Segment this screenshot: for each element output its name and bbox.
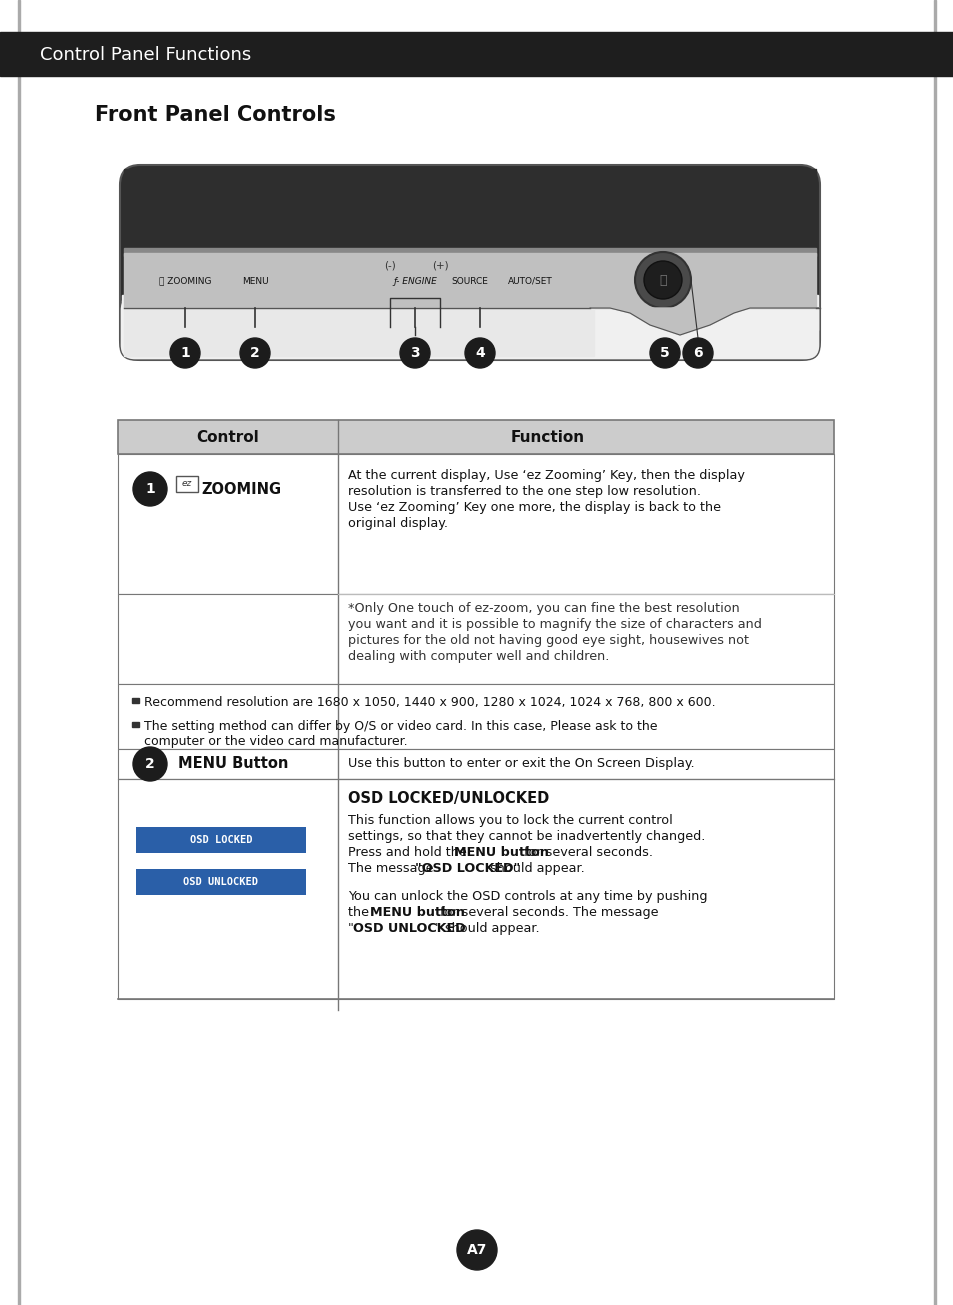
- Bar: [118, 594, 833, 684]
- Text: for several seconds. The message: for several seconds. The message: [436, 906, 658, 919]
- Circle shape: [132, 472, 167, 506]
- Circle shape: [132, 746, 167, 780]
- Bar: [136, 827, 306, 853]
- Bar: [0, 33, 953, 76]
- Text: ⓩ ZOOMING: ⓩ ZOOMING: [158, 277, 211, 286]
- Text: 2: 2: [250, 346, 259, 360]
- Circle shape: [649, 338, 679, 368]
- Text: should appear.: should appear.: [485, 863, 584, 874]
- Bar: [136, 869, 306, 895]
- Bar: [124, 248, 815, 256]
- Text: This function allows you to lock the current control: This function allows you to lock the cur…: [348, 814, 672, 827]
- Text: Control: Control: [196, 429, 259, 445]
- Bar: [118, 779, 833, 1000]
- Text: dealing with computer well and children.: dealing with computer well and children.: [348, 650, 609, 663]
- Text: MENU: MENU: [241, 277, 268, 286]
- Text: OSD UNLOCKED: OSD UNLOCKED: [183, 877, 258, 887]
- Text: At the current display, Use ‘ez Zooming’ Key, then the display: At the current display, Use ‘ez Zooming’…: [348, 468, 744, 482]
- Text: Control Panel Functions: Control Panel Functions: [40, 46, 251, 64]
- Text: MENU Button: MENU Button: [178, 757, 288, 771]
- Text: 1: 1: [180, 346, 190, 360]
- Bar: [124, 253, 815, 308]
- Bar: [18, 0, 20, 1305]
- Text: resolution is transferred to the one step low resolution.: resolution is transferred to the one ste…: [348, 485, 700, 499]
- Text: (-): (-): [384, 260, 395, 270]
- Text: Front Panel Controls: Front Panel Controls: [95, 104, 335, 125]
- Circle shape: [456, 1231, 497, 1270]
- Bar: [132, 698, 139, 703]
- Circle shape: [399, 338, 430, 368]
- Text: 6: 6: [693, 346, 702, 360]
- Bar: [118, 684, 833, 749]
- FancyBboxPatch shape: [120, 295, 820, 360]
- Text: The message: The message: [348, 863, 437, 874]
- Bar: [132, 722, 139, 727]
- Text: The setting method can differ by O/S or video card. In this case, Please ask to : The setting method can differ by O/S or …: [144, 720, 657, 733]
- Text: *Only One touch of ez-zoom, you can fine the best resolution: *Only One touch of ez-zoom, you can fine…: [348, 602, 739, 615]
- Text: Press and hold the: Press and hold the: [348, 846, 470, 859]
- Text: Recommend resolution are 1680 x 1050, 1440 x 900, 1280 x 1024, 1024 x 768, 800 x: Recommend resolution are 1680 x 1050, 14…: [144, 696, 715, 709]
- Text: ": ": [348, 923, 354, 934]
- Text: 2: 2: [145, 757, 154, 771]
- Text: settings, so that they cannot be inadvertently changed.: settings, so that they cannot be inadver…: [348, 830, 704, 843]
- Text: A7: A7: [466, 1242, 487, 1257]
- Text: ⏻: ⏻: [659, 274, 666, 287]
- Text: ƒ- ENGINE: ƒ- ENGINE: [393, 277, 436, 286]
- Text: Use this button to enter or exit the On Screen Display.: Use this button to enter or exit the On …: [348, 757, 694, 770]
- Text: (+): (+): [432, 260, 448, 270]
- Circle shape: [170, 338, 200, 368]
- Bar: [124, 170, 815, 249]
- Text: 5: 5: [659, 346, 669, 360]
- Text: you want and it is possible to magnify the size of characters and: you want and it is possible to magnify t…: [348, 619, 761, 632]
- Text: computer or the video card manufacturer.: computer or the video card manufacturer.: [144, 735, 407, 748]
- Bar: [933, 0, 935, 1305]
- Circle shape: [635, 252, 690, 308]
- Text: MENU button: MENU button: [454, 846, 548, 859]
- Circle shape: [240, 338, 270, 368]
- Text: pictures for the old not having good eye sight, housewives not: pictures for the old not having good eye…: [348, 634, 748, 647]
- Bar: [118, 420, 833, 454]
- Circle shape: [464, 338, 495, 368]
- Text: MENU button: MENU button: [370, 906, 464, 919]
- Text: 3: 3: [410, 346, 419, 360]
- Bar: [124, 308, 594, 356]
- Text: for several seconds.: for several seconds.: [519, 846, 652, 859]
- FancyBboxPatch shape: [120, 164, 820, 360]
- Circle shape: [682, 338, 712, 368]
- Text: AUTO/SET: AUTO/SET: [507, 277, 552, 286]
- Polygon shape: [589, 308, 820, 335]
- Text: OSD UNLOCKED: OSD UNLOCKED: [353, 923, 465, 934]
- Bar: [122, 295, 817, 330]
- Text: original display.: original display.: [348, 517, 448, 530]
- Text: 4: 4: [475, 346, 484, 360]
- Text: Function: Function: [511, 429, 584, 445]
- Text: ZOOMING: ZOOMING: [201, 482, 281, 496]
- Text: SOURCE: SOURCE: [451, 277, 488, 286]
- Text: 1: 1: [145, 482, 154, 496]
- Bar: [118, 454, 833, 594]
- Bar: [175, 476, 198, 492]
- Text: the: the: [348, 906, 373, 919]
- Bar: [118, 749, 833, 779]
- Text: ez: ez: [182, 479, 192, 488]
- Text: OSD LOCKED/UNLOCKED: OSD LOCKED/UNLOCKED: [348, 791, 549, 806]
- Text: You can unlock the OSD controls at any time by pushing: You can unlock the OSD controls at any t…: [348, 890, 707, 903]
- Circle shape: [643, 261, 681, 299]
- Text: " should appear.: " should appear.: [435, 923, 539, 934]
- Text: Use ‘ez Zooming’ Key one more, the display is back to the: Use ‘ez Zooming’ Key one more, the displ…: [348, 501, 720, 514]
- Text: "OSD LOCKED": "OSD LOCKED": [415, 863, 519, 874]
- Text: OSD LOCKED: OSD LOCKED: [190, 835, 252, 846]
